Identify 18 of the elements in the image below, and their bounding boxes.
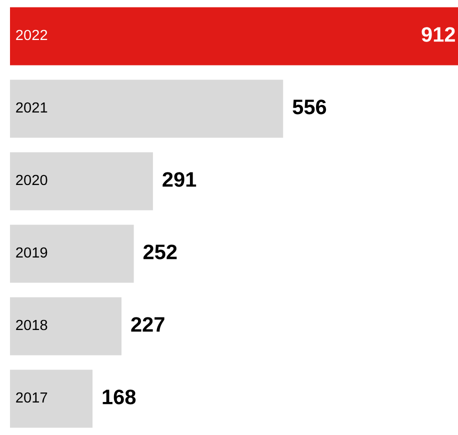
data-label: 252	[143, 244, 177, 260]
y-tick-label: 2021	[16, 102, 48, 113]
bar	[10, 297, 122, 356]
y-tick-label: 2019	[16, 247, 48, 258]
y-tick-label: 2022	[16, 30, 48, 40]
data-label: 556	[292, 100, 326, 114]
bar	[10, 80, 284, 138]
bar	[10, 224, 134, 283]
y-tick-label: 2018	[16, 320, 48, 330]
data-label: 912	[422, 27, 455, 42]
bar	[10, 370, 93, 428]
data-label: 168	[102, 390, 136, 404]
y-tick-label: 2017	[16, 392, 48, 403]
bar	[10, 152, 153, 210]
data-label: 227	[131, 317, 164, 332]
data-label: 291	[162, 172, 196, 187]
y-tick-label: 2020	[16, 174, 48, 186]
bar	[10, 7, 458, 66]
